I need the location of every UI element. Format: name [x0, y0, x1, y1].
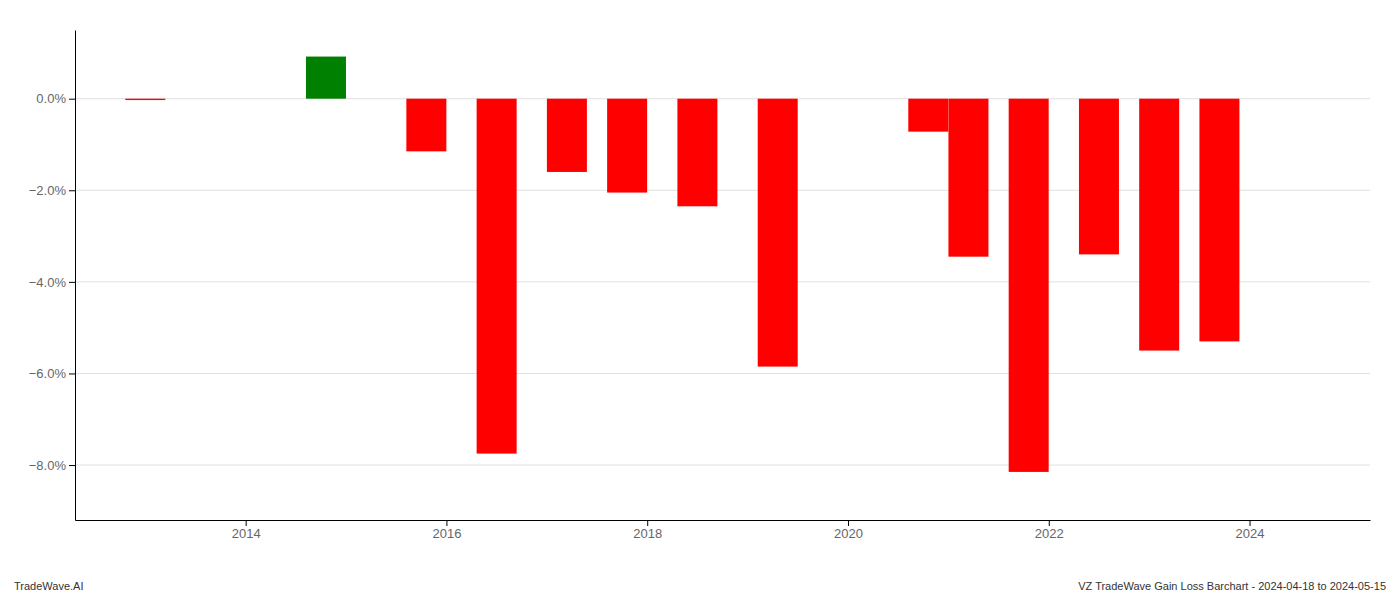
y-tick-label: −2.0% [29, 183, 67, 198]
x-tick-label: 2024 [1236, 526, 1265, 541]
x-tick: 2022 [1035, 520, 1064, 541]
bar [1009, 99, 1049, 472]
x-tick-mark [1049, 520, 1050, 526]
y-axis-line [75, 31, 76, 521]
footer-left: TradeWave.AI [14, 580, 84, 592]
x-tick-mark [246, 520, 247, 526]
x-tick-mark [848, 520, 849, 526]
x-tick-mark [647, 520, 648, 526]
y-tick: −8.0% [29, 458, 75, 473]
y-tick-label: 0.0% [36, 91, 66, 106]
x-tick-label: 2018 [633, 526, 662, 541]
y-tick-mark [69, 373, 75, 374]
bar [1079, 99, 1119, 255]
plot: 0.0% −2.0% −4.0% −6.0% −8.0% 2014 2016 2018 2020… [29, 31, 1371, 542]
chart: 0.0% −2.0% −4.0% −6.0% −8.0% 2014 2016 2018 2020… [0, 0, 1400, 600]
bar [306, 57, 346, 99]
x-tick: 2018 [633, 520, 662, 541]
bar [1199, 99, 1239, 342]
x-tick: 2014 [232, 520, 261, 541]
x-tick-label: 2022 [1035, 526, 1064, 541]
grid-line [75, 465, 1370, 466]
bar [758, 99, 798, 367]
y-tick-label: −6.0% [29, 366, 67, 381]
y-tick-mark [69, 465, 75, 466]
bar [948, 99, 988, 257]
x-axis: 2014 2016 2018 2020 2022 2024 [76, 520, 1371, 541]
y-axis: 0.0% −2.0% −4.0% −6.0% −8.0% [29, 31, 76, 521]
y-tick-mark [69, 190, 75, 191]
y-tick-label: −4.0% [29, 275, 67, 290]
bar [607, 99, 647, 193]
y-tick: −4.0% [29, 275, 75, 290]
y-tick: −6.0% [29, 366, 75, 381]
x-tick: 2016 [432, 520, 461, 541]
bars [125, 57, 1239, 472]
y-tick-label: −8.0% [29, 458, 67, 473]
x-tick-mark [446, 520, 447, 526]
footer-right: VZ TradeWave Gain Loss Barchart - 2024-0… [1078, 580, 1386, 592]
bar [908, 99, 948, 132]
x-tick: 2024 [1236, 520, 1265, 541]
y-tick-mark [69, 282, 75, 283]
x-tick-label: 2016 [432, 526, 461, 541]
bar [477, 99, 517, 454]
x-tick-label: 2014 [232, 526, 261, 541]
grid-line [75, 373, 1370, 374]
x-tick: 2020 [834, 520, 863, 541]
y-tick-mark [69, 99, 75, 100]
y-tick: 0.0% [36, 91, 75, 106]
grid [75, 99, 1370, 465]
bar [406, 99, 446, 152]
x-tick-mark [1250, 520, 1251, 526]
bar [547, 99, 587, 172]
bar [677, 99, 717, 207]
y-tick: −2.0% [29, 183, 75, 198]
bar [125, 99, 165, 100]
bar [1139, 99, 1179, 351]
x-axis-line [76, 520, 1371, 521]
x-tick-label: 2020 [834, 526, 863, 541]
